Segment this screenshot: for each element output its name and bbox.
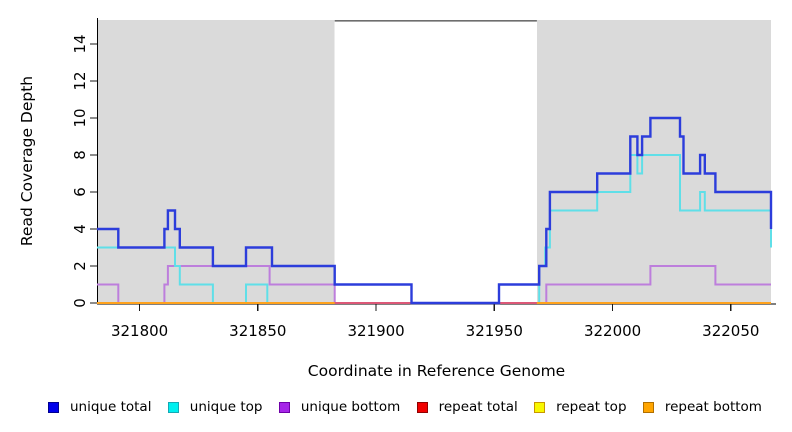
legend-swatch-icon [167, 401, 179, 413]
legend-item-repeat-top: repeat top [534, 399, 627, 415]
legend-swatch-icon [534, 401, 546, 413]
legend-label: unique total [70, 399, 152, 415]
series-unique-total [97, 116, 773, 305]
y-tick-label: 4 [71, 224, 89, 234]
legend-label: repeat total [438, 399, 518, 415]
x-tick-label: 321900 [347, 322, 404, 340]
x-tick-label: 321950 [466, 322, 523, 340]
repeat-region-shade [97, 20, 335, 304]
y-tick-label: 12 [71, 71, 89, 90]
x-tick-label: 322050 [702, 322, 759, 340]
legend-label: repeat bottom [664, 399, 762, 415]
legend-item-unique-total: unique total [48, 399, 151, 415]
y-tick-label: 2 [71, 261, 89, 271]
y-tick-label: 14 [71, 34, 89, 53]
legend-label: unique bottom [300, 399, 401, 415]
legend-item-unique-bottom: unique bottom [278, 399, 401, 415]
legend-swatch-icon [48, 401, 59, 413]
x-tick-label: 321850 [229, 322, 286, 340]
legend-swatch-icon [278, 401, 290, 413]
y-tick-label: 8 [71, 150, 89, 160]
legend-swatch-icon [416, 401, 428, 413]
legend-item-repeat-total: repeat total [416, 399, 518, 415]
x-tick-label: 322000 [584, 322, 641, 340]
legend: unique total unique top unique bottom repea… [0, 397, 792, 417]
legend-item-unique-top: unique top [167, 399, 263, 415]
legend-label: repeat top [556, 399, 627, 415]
y-tick-label: 0 [71, 298, 89, 308]
x-axis-label: Coordinate in Reference Genome [307, 362, 566, 380]
y-axis-label: Read Coverage Depth [18, 75, 36, 247]
legend-item-repeat-bottom: repeat bottom [642, 399, 762, 415]
legend-label: unique top [189, 399, 263, 415]
coverage-chart: 321800 321850 321900 321950 322000 322050 0 2 4 6… [71, 18, 776, 340]
repeat-region-shade [536, 20, 771, 304]
y-tick-label: 6 [71, 187, 89, 197]
y-tick-label: 10 [71, 108, 89, 127]
legend-swatch-icon [642, 401, 654, 413]
x-tick-label: 321800 [111, 322, 168, 340]
